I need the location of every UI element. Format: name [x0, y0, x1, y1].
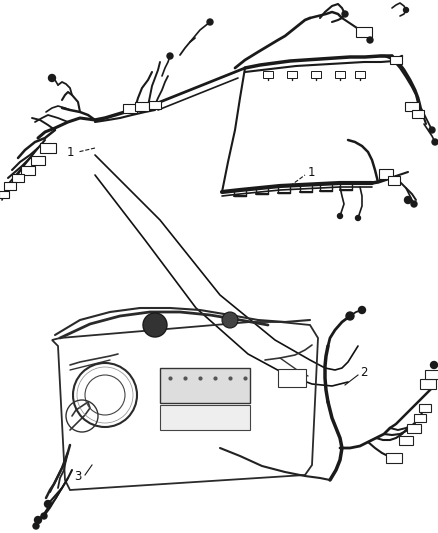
FancyBboxPatch shape: [160, 368, 250, 403]
Bar: [12, 174, 24, 182]
Bar: [420, 379, 436, 389]
Bar: [287, 70, 297, 77]
Circle shape: [207, 19, 213, 25]
Bar: [407, 424, 421, 432]
Bar: [425, 369, 438, 378]
Text: 2: 2: [360, 367, 367, 379]
Circle shape: [338, 214, 343, 219]
Circle shape: [358, 306, 365, 313]
Bar: [123, 103, 137, 112]
Bar: [390, 56, 402, 64]
Circle shape: [33, 523, 39, 529]
Circle shape: [431, 361, 438, 368]
Bar: [21, 166, 35, 174]
Bar: [419, 404, 431, 412]
Bar: [399, 435, 413, 445]
Bar: [135, 101, 149, 110]
Circle shape: [342, 11, 348, 17]
Bar: [388, 175, 400, 184]
Bar: [386, 453, 402, 463]
Circle shape: [222, 312, 238, 328]
Circle shape: [49, 75, 56, 82]
Text: 3: 3: [74, 471, 82, 483]
Circle shape: [41, 513, 47, 519]
Bar: [31, 156, 45, 165]
Circle shape: [403, 7, 409, 12]
Bar: [40, 143, 56, 153]
Circle shape: [346, 312, 354, 320]
Circle shape: [405, 197, 411, 204]
Text: 1: 1: [67, 147, 74, 159]
Circle shape: [35, 516, 42, 523]
Bar: [355, 70, 365, 77]
Bar: [356, 27, 372, 37]
Circle shape: [411, 201, 417, 207]
Bar: [405, 101, 419, 110]
Circle shape: [143, 313, 167, 337]
Bar: [335, 70, 345, 77]
Bar: [311, 70, 321, 77]
Circle shape: [367, 37, 373, 43]
Bar: [412, 110, 424, 118]
Circle shape: [167, 53, 173, 59]
Bar: [278, 369, 306, 387]
Bar: [0, 190, 9, 198]
Bar: [414, 414, 426, 422]
Bar: [379, 169, 393, 179]
Circle shape: [45, 500, 52, 507]
Bar: [149, 101, 161, 109]
Circle shape: [356, 215, 360, 221]
Circle shape: [429, 127, 435, 133]
FancyBboxPatch shape: [160, 405, 250, 430]
Bar: [4, 182, 16, 190]
Circle shape: [432, 139, 438, 145]
Text: 1: 1: [308, 166, 315, 180]
Bar: [263, 70, 273, 77]
